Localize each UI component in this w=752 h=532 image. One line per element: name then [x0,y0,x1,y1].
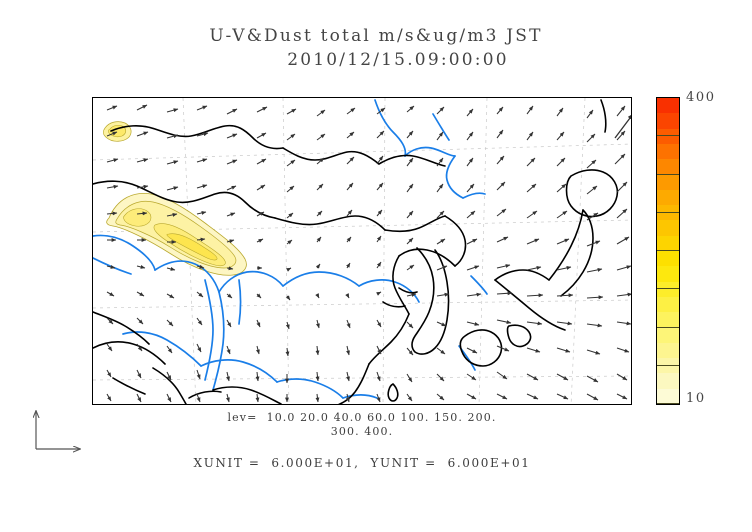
colorbar-min-label: 10 [686,391,706,406]
contour-levels-block: lev= 10.0 20.0 40.0 60.0 100. 150. 200. … [92,411,632,439]
chart-title: U-V&Dust total m/s&ug/m3 JST [209,26,543,46]
colorbar-segment [657,281,679,297]
colorbar-segment [657,220,679,236]
colorbar-level-divider [657,250,679,251]
colorbar-segment [657,235,679,252]
contour-levels-line2: 300. 400. [330,425,394,438]
wind-vector-field [106,104,631,403]
colorbar-segment [657,159,679,175]
colorbar-level-divider [657,173,679,175]
colorbar-level-divider [657,326,679,328]
map-canvas [93,98,631,404]
colorbar-segment [657,358,679,374]
colorbar-segment [657,98,679,114]
chart-title-block: U-V&Dust total m/s&ug/m3 JST 2010/12/15.… [0,24,752,72]
colorbar-segment [657,128,679,144]
colorbar-level-divider [657,211,679,213]
dust-contour-fills [102,121,247,276]
map-plot-area[interactable] [92,97,632,405]
colorbar-segment [657,143,679,160]
colorbar-segment [657,251,679,267]
colorbar-segment [657,312,679,328]
colorbar-segment [657,189,679,206]
colorbar-max-label: 400 [686,90,716,105]
coastline-borders [93,99,619,404]
colorbar-level-divider [657,135,679,137]
vector-key-svg [28,403,108,459]
colorbar-segment [657,113,679,129]
vector-scale-key [28,403,108,459]
colorbar-segment [657,373,679,389]
colorbar-level-divider [657,364,679,366]
colorbar-level-divider [657,403,679,404]
vector-units-block: XUNIT = 6.000E+01, YUNIT = 6.000E+01 [92,456,632,470]
colorbar-level-divider [657,97,679,98]
vector-units-text: XUNIT = 6.000E+01, YUNIT = 6.000E+01 [193,456,531,470]
contour-levels-line1: lev= 10.0 20.0 40.0 60.0 100. 150. 200. [227,411,497,424]
colorbar-level-divider [657,288,679,290]
colorbar-segment [657,174,679,190]
colorbar-segment [657,388,679,404]
colorbar-segment [657,327,679,343]
chart-subtitle-timestamp: 2010/12/15.09:00:00 [287,50,509,70]
colorbar[interactable] [656,97,680,405]
colorbar-segment [657,342,679,359]
colorbar-segment [657,296,679,313]
colorbar-segment [657,205,679,221]
colorbar-segment [657,266,679,282]
strong-wind-vector [614,113,631,139]
